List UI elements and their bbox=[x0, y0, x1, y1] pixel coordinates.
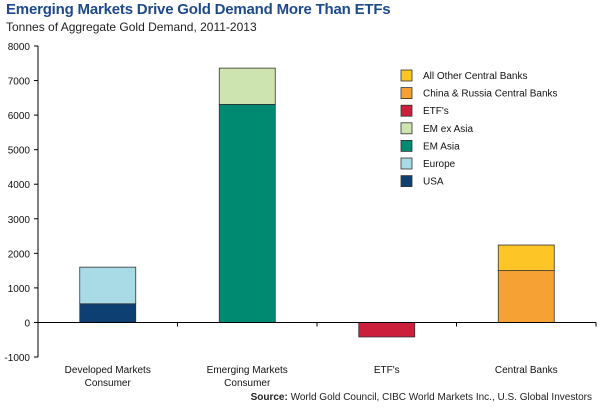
y-tick-label: 8000 bbox=[8, 42, 31, 53]
bar-segment bbox=[358, 322, 416, 338]
legend-label: ETF's bbox=[423, 106, 449, 117]
source-note: Source: World Gold Council, CIBC World M… bbox=[251, 392, 592, 403]
y-tick-label: -1000 bbox=[4, 353, 30, 364]
legend: All Other Central Banks China & Russia Ce… bbox=[400, 69, 558, 188]
chart-subtitle: Tonnes of Aggregate Gold Demand, 2011-20… bbox=[6, 20, 257, 34]
legend-label: USA bbox=[423, 177, 444, 188]
y-tick-label: 4000 bbox=[8, 180, 31, 191]
x-category-label: Emerging Markets bbox=[207, 365, 288, 376]
y-tick-label: 0 bbox=[24, 318, 30, 329]
bar-segment bbox=[497, 270, 555, 323]
legend-swatch bbox=[400, 139, 413, 152]
y-tick-label: 5000 bbox=[8, 146, 31, 157]
legend-swatch bbox=[400, 157, 413, 170]
legend-label: Europe bbox=[423, 159, 456, 170]
x-category-label: Developed Markets bbox=[65, 365, 151, 376]
legend-swatch bbox=[400, 104, 413, 117]
axes bbox=[37, 46, 597, 357]
x-category-label: Central Banks bbox=[495, 365, 558, 376]
legend-label: China & Russia Central Banks bbox=[423, 89, 558, 100]
x-category-label: Consumer bbox=[224, 378, 271, 389]
y-tick-label: 1000 bbox=[8, 284, 31, 295]
bar-segment bbox=[79, 303, 137, 323]
bar-segment bbox=[79, 266, 137, 305]
y-tick-label: 6000 bbox=[8, 111, 31, 122]
y-axis-ticks: -1000 0 1000 2000 3000 4000 5000 6000 7000 8000 bbox=[4, 42, 38, 364]
x-axis-labels: Developed Markets Consumer Emerging Market… bbox=[65, 365, 558, 389]
legend-swatch bbox=[400, 69, 413, 82]
bar-segment bbox=[218, 103, 276, 323]
source-label: Source: bbox=[250, 392, 288, 403]
chart-title: Emerging Markets Drive Gold Demand More … bbox=[6, 1, 391, 18]
source-text: World Gold Council, CIBC World Markets I… bbox=[290, 392, 592, 403]
y-tick-label: 3000 bbox=[8, 215, 31, 226]
y-tick-label: 2000 bbox=[8, 249, 31, 260]
bar-segment bbox=[218, 67, 276, 105]
legend-label: EM Asia bbox=[423, 141, 460, 152]
x-category-label: ETF's bbox=[374, 365, 400, 376]
legend-label: All Other Central Banks bbox=[423, 71, 528, 82]
bars bbox=[79, 67, 555, 338]
y-tick-label: 7000 bbox=[8, 77, 31, 88]
legend-swatch bbox=[400, 87, 413, 99]
legend-label: EM ex Asia bbox=[423, 124, 473, 135]
bar-segment bbox=[497, 244, 555, 272]
legend-swatch bbox=[400, 122, 413, 135]
x-category-label: Consumer bbox=[85, 378, 132, 389]
legend-swatch bbox=[400, 175, 413, 188]
